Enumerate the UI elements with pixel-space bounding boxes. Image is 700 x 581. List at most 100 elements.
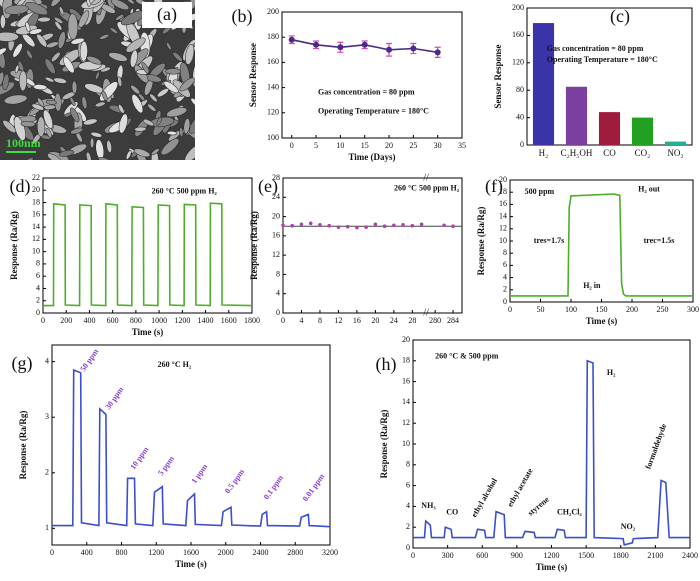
data-point bbox=[313, 41, 320, 48]
sem-flake bbox=[54, 21, 63, 31]
annotation: Operating Temperature = 180°C bbox=[318, 106, 429, 115]
sem-flake bbox=[12, 43, 23, 58]
data-point bbox=[442, 223, 446, 228]
y-tick-label: 160 bbox=[267, 57, 279, 66]
sem-flake bbox=[95, 71, 100, 80]
x-tick-label: 100 bbox=[565, 305, 577, 314]
annotation: formaldehyde bbox=[644, 422, 669, 470]
x-axis-title: Time (s) bbox=[175, 559, 207, 569]
sem-flake bbox=[47, 153, 62, 160]
y-tick-label: 10 bbox=[402, 439, 410, 448]
x-tick-label: 8 bbox=[318, 316, 322, 325]
y-tick-label: 4 bbox=[276, 289, 280, 298]
sem-flake bbox=[51, 51, 61, 62]
x-tick-label: 1800 bbox=[613, 551, 629, 560]
bar bbox=[631, 117, 654, 145]
x-tick-label: 20 bbox=[371, 316, 379, 325]
x-tick-label: CO bbox=[603, 148, 616, 158]
y-tick-label: 8 bbox=[36, 259, 40, 268]
x-tick-label: 800 bbox=[116, 548, 128, 557]
y-tick-label: 20 bbox=[499, 175, 507, 184]
sem-flake bbox=[98, 156, 112, 160]
annotation: 260 °C & 500 ppm bbox=[435, 351, 499, 360]
data-point bbox=[281, 223, 285, 228]
y-tick-label: 8 bbox=[503, 248, 507, 257]
annotation: Gas concentration = 80 ppm bbox=[318, 87, 415, 96]
sem-flake bbox=[125, 37, 146, 53]
sem-flake bbox=[45, 99, 57, 105]
x-axis-title: Time (Days) bbox=[348, 152, 395, 162]
plot-frame bbox=[51, 344, 331, 546]
data-line bbox=[510, 193, 693, 297]
annotation: 260 °C 500 ppm H₂ bbox=[152, 186, 218, 195]
y-axis-title: Response (Ra/Rg) bbox=[476, 207, 486, 276]
data-point bbox=[337, 44, 344, 51]
y-tick-label: 20 bbox=[402, 335, 410, 344]
y-tick-label: 16 bbox=[272, 231, 280, 240]
bar bbox=[664, 141, 687, 145]
x-tick-label: 200 bbox=[626, 305, 638, 314]
sem-flake bbox=[127, 0, 135, 5]
annotation: 10 ppm bbox=[128, 445, 150, 471]
x-tick-label: 2800 bbox=[287, 548, 303, 557]
y-tick-label: 6 bbox=[406, 480, 410, 489]
sem-flake bbox=[90, 131, 103, 138]
sem-flake bbox=[69, 96, 76, 106]
x-tick-label: 600 bbox=[476, 551, 488, 560]
sem-flake bbox=[166, 107, 188, 118]
sem-flake bbox=[141, 62, 150, 74]
x-tick-label: 1000 bbox=[151, 316, 167, 325]
x-tick-label: 15 bbox=[361, 141, 369, 150]
data-point bbox=[318, 222, 322, 227]
x-tick-label: 1400 bbox=[198, 316, 214, 325]
annotation: 50 ppm bbox=[78, 347, 100, 373]
sem-flake bbox=[91, 0, 102, 6]
data-point bbox=[373, 222, 378, 227]
data-point bbox=[419, 222, 424, 227]
data-point bbox=[361, 41, 368, 48]
sem-flake bbox=[31, 103, 45, 111]
data-point bbox=[345, 224, 350, 229]
sem-flake bbox=[43, 109, 53, 129]
annotation: tres=1.7s bbox=[534, 236, 564, 245]
annotation: 260 °C H₂ bbox=[158, 360, 192, 369]
x-tick-label: 25 bbox=[409, 141, 417, 150]
sem-flake bbox=[138, 93, 146, 102]
panel-label: (b) bbox=[232, 6, 253, 27]
annotation: styrene bbox=[526, 495, 551, 518]
annotation: ethyl acetate bbox=[505, 466, 534, 508]
y-axis-title: Sensor Response bbox=[248, 43, 258, 107]
x-tick-label: 2000 bbox=[218, 548, 234, 557]
y-tick-label: 10 bbox=[32, 246, 40, 255]
sem-flake bbox=[125, 150, 132, 160]
sem-flake bbox=[37, 97, 45, 107]
x-tick-label: 10 bbox=[336, 141, 344, 150]
y-tick-label: 3 bbox=[45, 412, 49, 421]
x-tick-label: 300 bbox=[442, 551, 454, 560]
bar bbox=[565, 86, 588, 145]
x-axis-title: Time (s) bbox=[536, 562, 568, 572]
sem-flake bbox=[53, 77, 67, 84]
y-tick-label: 12 bbox=[32, 234, 40, 243]
y-tick-label: 2 bbox=[36, 296, 40, 305]
panel-label: (a) bbox=[157, 4, 177, 25]
sem-flake bbox=[58, 149, 75, 157]
y-tick-label: 120 bbox=[267, 108, 279, 117]
sem-flake bbox=[86, 56, 102, 65]
plot-frame bbox=[42, 177, 253, 314]
sem-flake bbox=[4, 4, 29, 15]
y-tick-label: 18 bbox=[32, 197, 40, 206]
sem-flake bbox=[189, 112, 195, 134]
x-tick-label: 4 bbox=[299, 316, 303, 325]
sem-flake bbox=[111, 0, 130, 10]
y-tick-label: 80 bbox=[516, 85, 524, 94]
sem-flake bbox=[190, 97, 195, 108]
axis-break: // bbox=[423, 307, 429, 318]
data-line bbox=[52, 368, 331, 528]
label-box bbox=[142, 2, 192, 28]
annotation: 1 ppm bbox=[190, 462, 210, 485]
sem-flake bbox=[131, 94, 144, 114]
sem-flake bbox=[101, 90, 108, 101]
data-point bbox=[382, 224, 387, 229]
y-axis-title: Response (Ra/Rg) bbox=[9, 211, 19, 280]
